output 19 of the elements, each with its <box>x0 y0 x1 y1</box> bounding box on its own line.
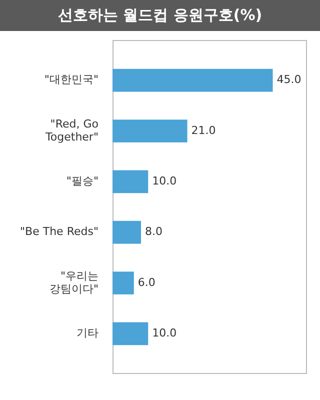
y-tick-label: 기타 <box>76 326 99 340</box>
y-tick-label: "대한민국" <box>44 73 99 86</box>
y-tick-label: "Red, Go Together" <box>44 117 99 144</box>
bar <box>112 220 142 244</box>
y-tick-label: "필승" <box>66 174 99 188</box>
data-label: 10.0 <box>152 174 177 188</box>
data-label: 21.0 <box>191 124 216 137</box>
y-tick-label: "우리는 강팀이다" <box>49 269 99 296</box>
data-label: 8.0 <box>145 225 163 238</box>
bar <box>112 170 148 194</box>
bar <box>112 120 188 142</box>
bar <box>112 322 148 346</box>
data-label: 10.0 <box>152 326 177 340</box>
chart-title: 선호하는 월드컵 응원구호(%) <box>0 0 320 31</box>
data-label: 6.0 <box>138 276 156 289</box>
bar <box>112 272 134 294</box>
y-tick-label: "Be The Reds" <box>20 225 99 238</box>
data-label: 45.0 <box>276 73 302 86</box>
bar <box>112 68 273 92</box>
